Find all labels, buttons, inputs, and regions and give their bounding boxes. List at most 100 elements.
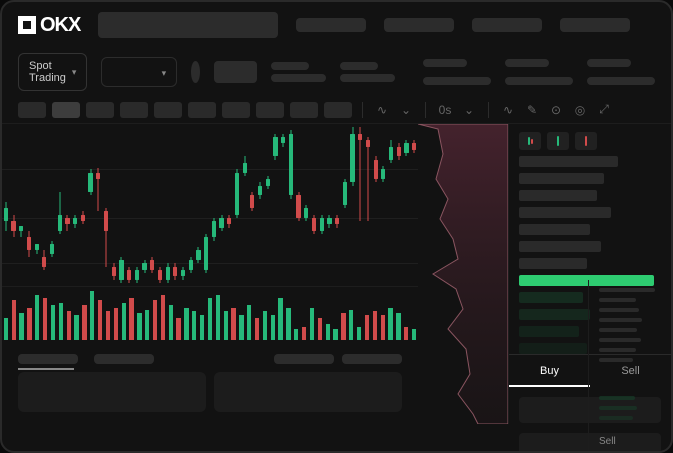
- trend-line-icon[interactable]: ∿: [373, 103, 391, 117]
- volume-bar-item[interactable]: [145, 310, 149, 340]
- candle-style-icon[interactable]: ⌄: [397, 103, 415, 117]
- bottom-tab-1[interactable]: [18, 354, 78, 364]
- volume-bar-item[interactable]: [35, 295, 39, 340]
- dropdown-chevron-icon[interactable]: ⌄: [460, 103, 478, 117]
- chart-tool-toggle-7[interactable]: [222, 102, 250, 118]
- chart-drawing-toolbar: ∿ ⌄ 0s ⌄ ∿ ✎ ⊙ ◎ ⤢: [2, 96, 671, 124]
- volume-bar-item[interactable]: [310, 308, 314, 340]
- volume-bar-item[interactable]: [396, 313, 400, 340]
- timeframe-icon[interactable]: 0s: [436, 103, 454, 117]
- volume-bar-item[interactable]: [239, 315, 243, 340]
- chart-tool-toggle-10[interactable]: [324, 102, 352, 118]
- volume-bar-item[interactable]: [271, 315, 275, 340]
- volume-bar-item[interactable]: [153, 300, 157, 340]
- header-nav-item-2[interactable]: [384, 18, 454, 32]
- orderbook-view-bids-icon[interactable]: [547, 132, 569, 150]
- volume-bar-item[interactable]: [231, 308, 235, 340]
- main-content-area: Buy Sell: [2, 124, 671, 424]
- volume-bar-item[interactable]: [388, 308, 392, 340]
- chart-tool-toggle-9[interactable]: [290, 102, 318, 118]
- volume-bar-item[interactable]: [278, 298, 282, 340]
- header-nav-item-1[interactable]: [296, 18, 366, 32]
- volume-bar-item[interactable]: [286, 308, 290, 340]
- chart-tool-toggle-5[interactable]: [154, 102, 182, 118]
- app-header: OKX: [2, 2, 671, 48]
- volume-bar-item[interactable]: [208, 298, 212, 340]
- volume-bar-item[interactable]: [59, 303, 63, 340]
- volume-bar-item[interactable]: [326, 324, 330, 340]
- chart-tool-toggle-4[interactable]: [120, 102, 148, 118]
- price-display-skel: [214, 61, 257, 83]
- wave-line-icon[interactable]: ∿: [499, 103, 517, 117]
- volume-bar-item[interactable]: [106, 311, 110, 340]
- tab-buy[interactable]: Buy: [509, 355, 590, 387]
- volume-bar-item[interactable]: [333, 329, 337, 340]
- pencil-icon[interactable]: ✎: [523, 103, 541, 117]
- depth-chart-column[interactable]: [418, 124, 508, 424]
- target-icon[interactable]: ◎: [571, 103, 589, 117]
- volume-bar-item[interactable]: [404, 327, 408, 340]
- volume-bar-item[interactable]: [255, 318, 259, 340]
- volume-bar-item[interactable]: [381, 315, 385, 340]
- volume-bar-item[interactable]: [169, 305, 173, 340]
- header-nav-item-4[interactable]: [560, 18, 630, 32]
- volume-bar-item[interactable]: [19, 313, 23, 340]
- volume-bar-item[interactable]: [74, 315, 78, 340]
- volume-bar-item[interactable]: [67, 311, 71, 340]
- header-search-skel[interactable]: [98, 12, 278, 38]
- chart-tool-toggle-1[interactable]: [18, 102, 46, 118]
- volume-bar-item[interactable]: [137, 313, 141, 340]
- trading-mode-select[interactable]: Spot Trading ▾: [18, 53, 87, 91]
- pair-dropdown-select[interactable]: ▾: [101, 57, 177, 87]
- volume-bar-item[interactable]: [373, 311, 377, 340]
- volume-bar-item[interactable]: [129, 298, 133, 340]
- volume-bar-item[interactable]: [90, 291, 94, 340]
- volume-bar-item[interactable]: [43, 298, 47, 340]
- volume-bar-item[interactable]: [4, 318, 8, 340]
- info-panel-1[interactable]: [18, 372, 206, 412]
- volume-bar-item[interactable]: [224, 311, 228, 340]
- chart-tool-toggle-8[interactable]: [256, 102, 284, 118]
- volume-bar-item[interactable]: [27, 308, 31, 340]
- orderbook-view-mixed-icon[interactable]: [519, 132, 541, 150]
- price-status-dot: [191, 61, 200, 83]
- volume-bar-item[interactable]: [114, 308, 118, 340]
- chart-tool-toggle-6[interactable]: [188, 102, 216, 118]
- volume-bar-item[interactable]: [98, 300, 102, 340]
- volume-bar-item[interactable]: [349, 310, 353, 340]
- magnet-icon[interactable]: ⊙: [547, 103, 565, 117]
- volume-bar-item[interactable]: [341, 313, 345, 340]
- bottom-right-btn-1[interactable]: [274, 354, 334, 364]
- volume-bar-item[interactable]: [318, 318, 322, 340]
- orderbook-view-asks-icon[interactable]: [575, 132, 597, 150]
- volume-bar-item[interactable]: [176, 318, 180, 340]
- volume-bar-item[interactable]: [12, 300, 16, 340]
- candlestick-chart[interactable]: [2, 124, 418, 286]
- volume-bar-item[interactable]: [302, 327, 306, 340]
- volume-bar-item[interactable]: [192, 311, 196, 340]
- price-chart-column: [2, 124, 418, 424]
- header-nav-item-3[interactable]: [472, 18, 542, 32]
- volume-bar-item[interactable]: [184, 308, 188, 340]
- okx-logo: OKX: [18, 14, 80, 37]
- volume-bar-item[interactable]: [357, 327, 361, 340]
- fullscreen-icon[interactable]: ⤢: [595, 102, 613, 117]
- volume-bar-item[interactable]: [82, 305, 86, 340]
- volume-bar-item[interactable]: [216, 295, 220, 340]
- volume-bar-item[interactable]: [412, 329, 416, 340]
- bottom-right-btn-2[interactable]: [342, 354, 402, 364]
- volume-bar-item[interactable]: [161, 295, 165, 340]
- chart-tool-toggle-3[interactable]: [86, 102, 114, 118]
- volume-bar-item[interactable]: [51, 305, 55, 340]
- volume-bar-item[interactable]: [247, 305, 251, 340]
- volume-bar-item[interactable]: [200, 315, 204, 340]
- info-panel-2[interactable]: [214, 372, 402, 412]
- order-book-view-toggles: [509, 124, 671, 156]
- volume-bar-item[interactable]: [122, 303, 126, 340]
- volume-bar-item[interactable]: [263, 311, 267, 340]
- volume-bar-chart[interactable]: [2, 286, 418, 346]
- chart-tool-toggle-2[interactable]: [52, 102, 80, 118]
- bottom-tab-2[interactable]: [94, 354, 154, 364]
- volume-bar-item[interactable]: [365, 315, 369, 340]
- volume-bar-item[interactable]: [294, 329, 298, 340]
